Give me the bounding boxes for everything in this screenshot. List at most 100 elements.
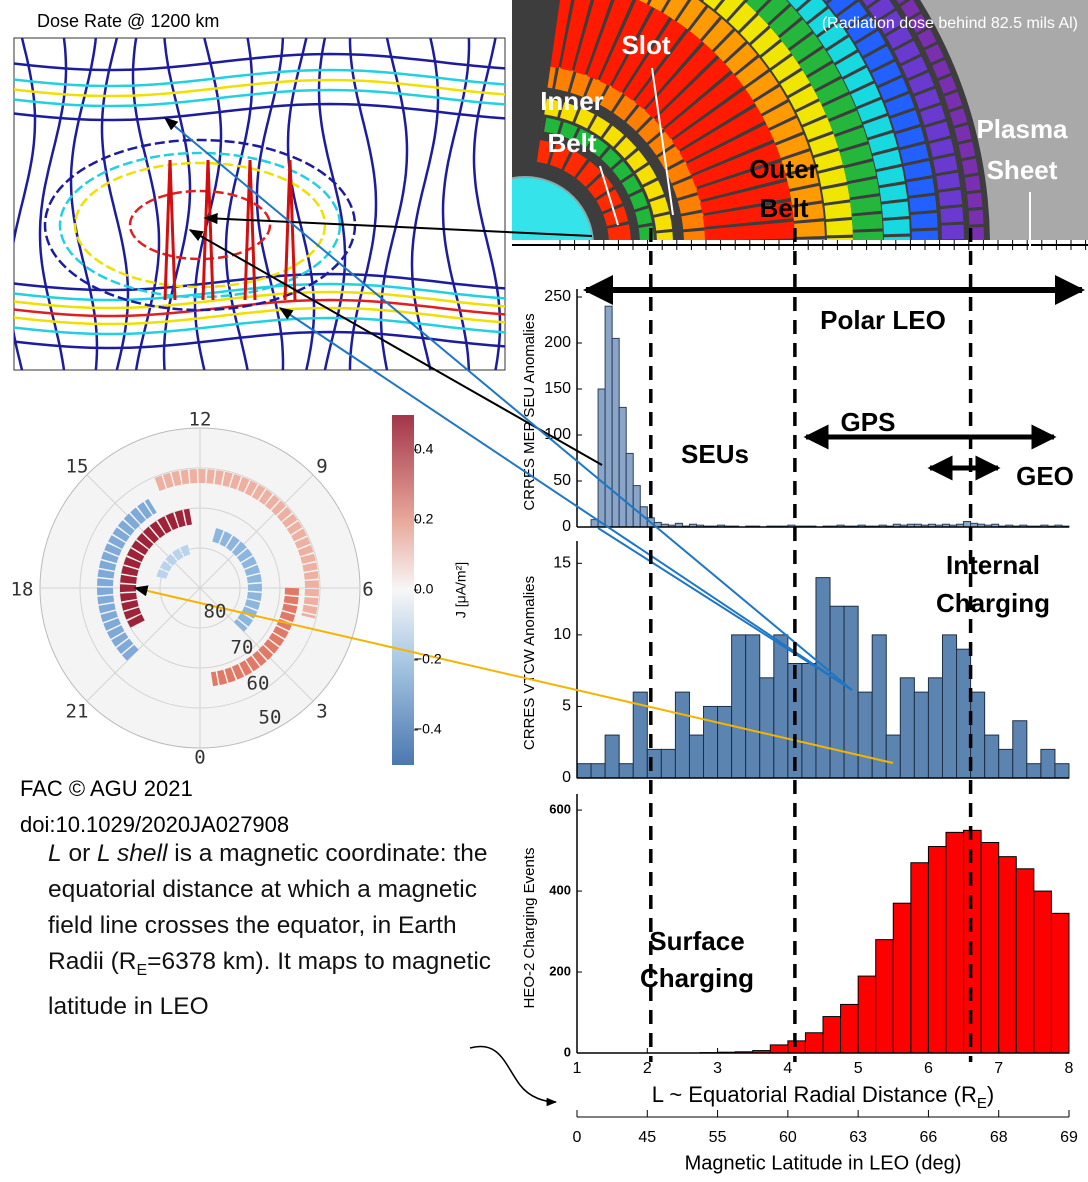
x2-tick-label: 55 <box>709 1129 727 1146</box>
x-axis-label-part: L ~ Equatorial Radial Distance (R <box>652 1082 977 1107</box>
x-tick-label: 4 <box>783 1060 792 1077</box>
histogram-bar <box>689 735 703 778</box>
histogram-bar <box>774 635 788 778</box>
histogram-bar <box>999 749 1013 778</box>
histogram-bar <box>746 635 760 778</box>
histogram-bar <box>928 678 942 778</box>
y-tick-label: 400 <box>549 883 571 898</box>
x2-tick-label: 69 <box>1060 1129 1078 1146</box>
histogram-bar <box>957 649 971 778</box>
y-tick-label: 10 <box>553 626 571 643</box>
x2-tick-label: 66 <box>920 1129 938 1146</box>
histogram-bar <box>942 635 956 778</box>
histogram-bar <box>872 635 886 778</box>
histogram-bar <box>999 857 1017 1053</box>
page: 050100150200250CRRES MEP SEU AnomaliesPo… <box>0 0 1088 1182</box>
lat-label: 70 <box>231 637 254 659</box>
y-tick-label: 200 <box>544 334 571 351</box>
x2-tick-label: 63 <box>849 1129 867 1146</box>
histogram-bar <box>591 764 605 778</box>
y-tick-label: 15 <box>553 555 571 572</box>
histogram-bar <box>858 692 872 778</box>
y-tick-label: 0 <box>562 518 571 535</box>
y-tick-label: 0 <box>562 769 571 786</box>
lat-label: 80 <box>204 601 227 623</box>
y-axis-label: HEO-2 Charging Events <box>521 848 538 1009</box>
y-axis-label: CRRES MEP SEU Anomalies <box>521 313 538 510</box>
histogram-bar <box>900 678 914 778</box>
colorbar <box>392 415 414 765</box>
histogram-bar <box>718 706 732 778</box>
pointer-arrow <box>470 1046 556 1102</box>
colorbar-label: J [μA/m²] <box>453 562 469 618</box>
x2-tick-label: 68 <box>990 1129 1008 1146</box>
connector <box>598 528 852 690</box>
histogram-bar <box>876 940 894 1053</box>
mlt-label: 3 <box>316 701 327 723</box>
histogram-bar <box>788 1041 806 1053</box>
mlt-label: 0 <box>194 747 205 769</box>
belt-label: Slot <box>621 30 670 60</box>
belt-caption: (Radiation dose behind 82.5 mils Al) <box>822 15 1078 32</box>
belt-label: Belt <box>759 193 808 223</box>
histogram-bar <box>704 706 718 778</box>
histogram-bar <box>633 486 640 527</box>
x-axis-label-part: ) <box>987 1082 994 1107</box>
x2-tick-label: 0 <box>573 1129 582 1146</box>
histogram-bar <box>971 692 985 778</box>
x-tick-label: 1 <box>573 1060 582 1077</box>
y-axis-label: CRRES VTCW Anomalies <box>521 576 538 750</box>
histogram-bar <box>661 749 675 778</box>
mlt-label: 12 <box>189 409 212 431</box>
histogram-bar <box>1041 749 1055 778</box>
annotation: Polar LEO <box>820 305 946 335</box>
histogram-bar <box>985 735 999 778</box>
doi: doi:10.1029/2020JA027908 <box>20 812 289 837</box>
x-tick-label: 6 <box>924 1060 933 1077</box>
y-tick-label: 200 <box>549 963 571 978</box>
annotation: SEUs <box>681 439 749 469</box>
x-tick-label: 8 <box>1065 1060 1074 1077</box>
colorbar-tick-label: 0.0 <box>414 581 434 597</box>
histogram-bar <box>805 1033 823 1053</box>
x2-tick-label: 60 <box>779 1129 797 1146</box>
histogram-bar <box>605 306 612 527</box>
histogram-bar <box>612 338 619 527</box>
map-title: Dose Rate @ 1200 km <box>37 11 219 31</box>
histogram-bar <box>675 692 689 778</box>
histogram-bar <box>1016 869 1034 1053</box>
lat-label: 50 <box>259 707 282 729</box>
histogram-bar <box>577 764 591 778</box>
colorbar-tick-label: −0.4 <box>414 721 442 737</box>
x2-axis-label: Magnetic Latitude in LEO (deg) <box>685 1152 962 1174</box>
histogram-bar <box>626 453 633 527</box>
histogram-bar <box>911 863 929 1053</box>
y-tick-label: 0 <box>564 1044 571 1059</box>
annotation: Internal <box>946 550 1040 580</box>
note-part: or <box>62 840 97 867</box>
mlt-label: 15 <box>66 456 89 478</box>
colorbar-tick-label: 0.4 <box>414 441 434 457</box>
histogram-bar <box>858 976 876 1053</box>
belt-label: Inner <box>540 86 604 116</box>
histogram-bar <box>841 1004 859 1053</box>
annotation: GEO <box>1016 461 1074 491</box>
histogram-bar <box>964 521 971 527</box>
y-tick-label: 150 <box>544 380 571 397</box>
belt-label: Outer <box>749 154 818 184</box>
note-part: L <box>48 840 62 867</box>
lat-label: 60 <box>247 673 270 695</box>
histogram-bar <box>732 635 746 778</box>
histogram-bar <box>823 1017 841 1053</box>
credit: FAC © AGU 2021 <box>20 776 193 801</box>
x-tick-label: 5 <box>854 1060 863 1077</box>
x-axis-label-part: E <box>977 1095 987 1112</box>
histogram-bar <box>914 692 928 778</box>
colorbar-tick-label: 0.2 <box>414 511 434 527</box>
note: L or L shell is a magnetic coordinate: t… <box>48 836 493 1025</box>
belt-label: Belt <box>547 128 596 158</box>
histogram-bar <box>946 832 964 1053</box>
histogram-bar <box>928 847 946 1053</box>
histogram-bar <box>981 842 999 1053</box>
annotation: Surface <box>649 926 744 956</box>
